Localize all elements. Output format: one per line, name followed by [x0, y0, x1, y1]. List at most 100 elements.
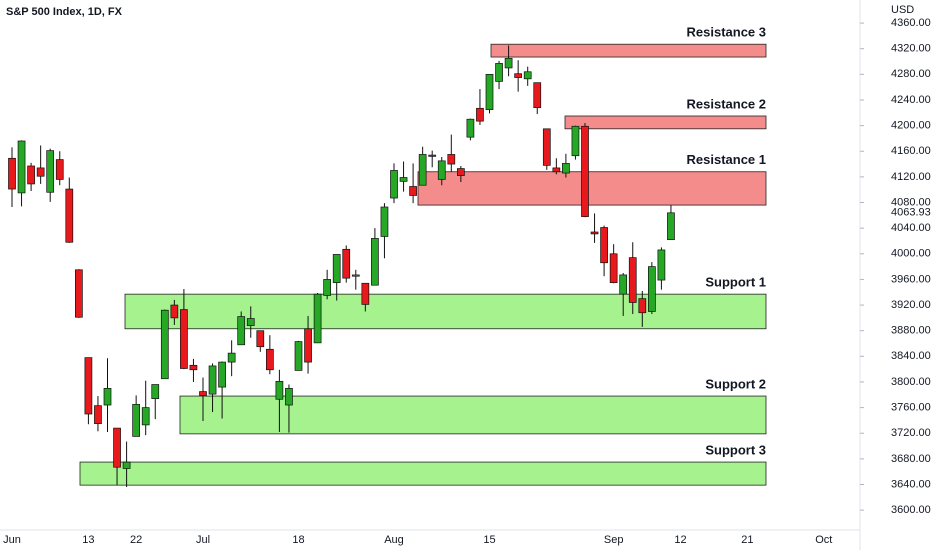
candle-body	[151, 384, 160, 399]
x-tick-label: Jul	[196, 534, 210, 546]
candle-body	[275, 380, 284, 400]
candle-body	[457, 168, 465, 176]
candle-body	[476, 107, 484, 122]
y-tick-label: 3760.00	[891, 401, 931, 413]
zone	[417, 171, 767, 206]
zone-label: Resistance 2	[687, 96, 767, 111]
candle-body	[342, 248, 351, 279]
chart-title: S&P 500 Index, 1D, FX	[6, 6, 123, 18]
candle-body	[8, 157, 16, 190]
candle-body	[304, 328, 312, 363]
candle-body	[418, 154, 427, 186]
candle-body	[533, 82, 542, 109]
zone	[179, 395, 767, 435]
candle-body	[447, 154, 456, 165]
y-tick-label: 3840.00	[891, 350, 931, 362]
candle-body	[428, 154, 437, 157]
candle-body	[27, 165, 35, 185]
candle-body	[189, 364, 198, 371]
candle-body	[84, 357, 93, 415]
candle-body	[485, 73, 494, 110]
y-tick-label: 4160.00	[891, 145, 931, 157]
candle-body	[523, 71, 532, 80]
x-tick-label: Aug	[384, 534, 404, 546]
candle-body	[199, 391, 207, 396]
candle-body	[351, 274, 360, 277]
y-tick-label: 3640.00	[891, 478, 931, 490]
x-tick-label: 15	[483, 534, 495, 546]
candle-body	[74, 269, 83, 318]
candle-body	[256, 330, 265, 348]
x-tick-label: 18	[292, 534, 304, 546]
x-tick-label: Sep	[604, 534, 624, 546]
candle-body	[619, 274, 628, 295]
candle-body	[170, 304, 179, 319]
candle-body	[504, 57, 513, 69]
y-tick-label: 3880.00	[891, 325, 931, 337]
candle-body	[94, 405, 102, 424]
candle-body	[246, 318, 255, 326]
zone-label: Support 3	[705, 443, 766, 458]
candle-body	[208, 365, 217, 395]
candle-body	[17, 140, 26, 194]
x-tick-label: Jun	[3, 534, 21, 546]
y-tick-label: 3600.00	[891, 504, 931, 516]
zone-label: Resistance 3	[687, 25, 767, 40]
candle-body	[647, 266, 656, 312]
y-tick-label: 4280.00	[891, 68, 931, 80]
candle-body	[657, 249, 666, 281]
candle-body	[495, 63, 503, 82]
candle-body	[571, 125, 580, 157]
candle-body	[103, 388, 112, 406]
candle-body	[600, 227, 608, 264]
candle-body	[667, 212, 675, 241]
y-tick-label: 3720.00	[891, 427, 931, 439]
currency-label: USD	[891, 4, 914, 16]
y-tick-label: 4240.00	[891, 94, 931, 106]
candle-body	[294, 341, 303, 371]
y-tick-label: 3680.00	[891, 453, 931, 465]
candle-body	[227, 352, 236, 363]
candle-body	[590, 231, 599, 235]
zone	[490, 43, 767, 58]
candle-body	[609, 253, 618, 283]
x-tick-label: Oct	[815, 534, 832, 546]
candle-body	[141, 407, 150, 426]
last-price-label: 4063.93	[891, 207, 931, 219]
zone-label: Support 1	[705, 275, 766, 290]
y-tick-label: 4120.00	[891, 171, 931, 183]
candle-body	[266, 348, 274, 371]
zone-label: Resistance 1	[687, 152, 767, 167]
y-tick-label: 3960.00	[891, 273, 931, 285]
zone	[124, 293, 767, 330]
zone	[79, 461, 767, 486]
candle-body	[380, 206, 389, 237]
x-tick-label: 13	[82, 534, 94, 546]
y-tick-label: 4360.00	[891, 17, 931, 29]
x-tick-label: 12	[674, 534, 686, 546]
candle-body	[581, 125, 589, 217]
candle-body	[371, 238, 379, 286]
candle-body	[542, 128, 551, 166]
candle-body	[55, 159, 64, 180]
candle-body	[180, 309, 188, 369]
candle-body	[132, 404, 140, 437]
candle-body	[313, 293, 322, 344]
x-tick-label: 22	[130, 534, 142, 546]
candle-body	[113, 427, 121, 468]
candle-body	[399, 177, 408, 182]
candle-body	[638, 298, 647, 314]
y-tick-label: 4320.00	[891, 43, 931, 55]
candle-body	[237, 316, 246, 346]
candle-body	[46, 150, 55, 193]
candle-body	[122, 461, 131, 469]
y-tick-label: 4000.00	[891, 248, 931, 260]
candle-body	[218, 361, 226, 388]
candle-body	[437, 160, 446, 180]
zone-label: Support 2	[705, 376, 766, 391]
candle-body	[285, 388, 293, 406]
candle-body	[466, 118, 475, 138]
x-tick-label: 21	[741, 534, 753, 546]
y-tick-label: 4080.00	[891, 196, 931, 208]
candle-body	[628, 257, 637, 303]
